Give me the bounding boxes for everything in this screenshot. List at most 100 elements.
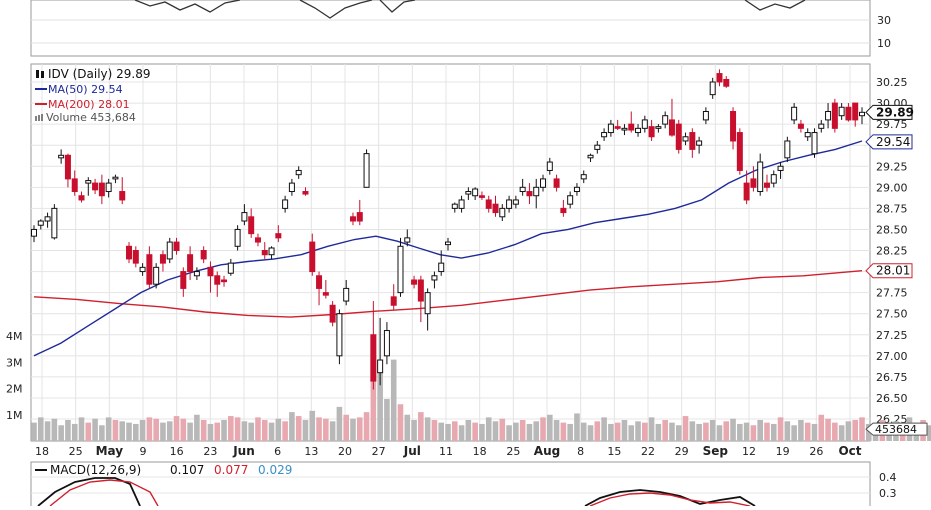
volume-bar [757, 420, 763, 441]
volume-bar [825, 418, 831, 441]
volume-bar [791, 425, 797, 441]
candle-body [696, 140, 703, 146]
candle-body [105, 182, 112, 193]
x-tick-label: 23 [203, 445, 217, 458]
price-badge [865, 263, 913, 279]
price-badge-label: 28.01 [876, 264, 910, 278]
volume-bar [289, 412, 295, 441]
volume-bar [384, 399, 390, 441]
volume-bar [675, 425, 682, 441]
candle-body [85, 180, 92, 184]
volume-badge-label: 453684 [875, 423, 917, 436]
x-tick-label: 27 [372, 445, 386, 458]
candle-body [377, 359, 384, 374]
candle-body [295, 169, 302, 176]
candle-body [370, 334, 377, 382]
candle-body [546, 161, 553, 171]
volume-bar [519, 420, 526, 441]
candle-body [607, 123, 614, 134]
candle-body [791, 106, 798, 121]
candle-body [153, 266, 160, 285]
x-tick-label: Jul [403, 444, 421, 458]
volume-bar [255, 417, 261, 441]
candle-body [282, 199, 289, 209]
candle-body [811, 132, 818, 155]
rsi-line [379, 0, 416, 13]
volume-bar [221, 420, 227, 441]
candle-body [44, 216, 51, 222]
candle-body [641, 119, 648, 129]
y-tick-label: 29.75 [876, 118, 908, 131]
candle-body [268, 247, 275, 256]
volume-bar [424, 417, 431, 441]
volume-bar [777, 417, 784, 441]
bars-icon [41, 114, 43, 121]
candle-body [58, 154, 65, 159]
rsi-y-tick: 30 [877, 14, 891, 27]
candle-body [112, 176, 119, 180]
candle-body [825, 110, 832, 121]
legend-ma200: MA(200) 28.01 [48, 98, 130, 111]
volume-bar [682, 416, 689, 441]
candle-body [254, 237, 261, 243]
x-tick-label: Oct [838, 444, 861, 458]
volume-bar [689, 421, 696, 441]
volume-bar [580, 422, 587, 441]
volume-bar [621, 420, 628, 441]
candle-body [438, 262, 445, 273]
volume-bar [533, 421, 540, 441]
volume-bar [865, 423, 872, 441]
volume-bar [764, 422, 770, 441]
volume-bar [44, 421, 51, 441]
candle-body [526, 191, 533, 197]
volume-bar [160, 422, 166, 441]
volume-bar [282, 421, 288, 441]
candle-body [628, 123, 635, 131]
candle-body [750, 178, 757, 188]
x-tick-label: 26 [809, 445, 823, 458]
macd-hist-value: 0.029 [258, 463, 292, 477]
volume-bar [465, 420, 472, 441]
candle-body [655, 126, 662, 129]
candle-body [478, 195, 485, 198]
volume-bar [723, 421, 730, 441]
x-tick-label: 25 [506, 445, 520, 458]
macd-y-tick: 0.3 [879, 487, 897, 500]
candle-body [723, 78, 730, 87]
candle-body [98, 182, 105, 197]
candle-body [668, 119, 675, 136]
volume-bar [696, 423, 702, 441]
volume-bar [547, 414, 553, 441]
volume-bar [859, 417, 865, 441]
volume-bar [669, 422, 675, 441]
volume-bar [363, 412, 370, 441]
volume-bar [31, 422, 37, 441]
volume-bar [248, 422, 254, 441]
legend-price: IDV (Daily) 29.89 [48, 67, 151, 81]
volume-bar [838, 425, 845, 441]
candle-body [743, 182, 750, 201]
volume-bar [479, 423, 485, 441]
candle-body [390, 296, 397, 306]
rsi-frame [30, 0, 871, 57]
volume-bar [241, 421, 248, 441]
volume-bar [356, 417, 363, 441]
volume-bar [750, 425, 757, 441]
volume-bar [506, 425, 512, 441]
price-frame [30, 63, 871, 442]
candle-body [540, 178, 547, 188]
x-tick-label: 15 [607, 445, 621, 458]
volume-bar [472, 422, 478, 441]
candle-body [777, 165, 784, 171]
volume-bar [567, 423, 573, 441]
volume-bar [445, 423, 451, 441]
x-tick-label: 6 [274, 445, 281, 458]
volume-bar [411, 420, 417, 441]
x-tick-label: 13 [304, 445, 318, 458]
candle-body [614, 126, 621, 129]
candle-body [519, 186, 526, 193]
volume-bar [662, 420, 668, 441]
y-tick-label: 27.25 [876, 329, 908, 342]
candle-body [662, 115, 669, 125]
